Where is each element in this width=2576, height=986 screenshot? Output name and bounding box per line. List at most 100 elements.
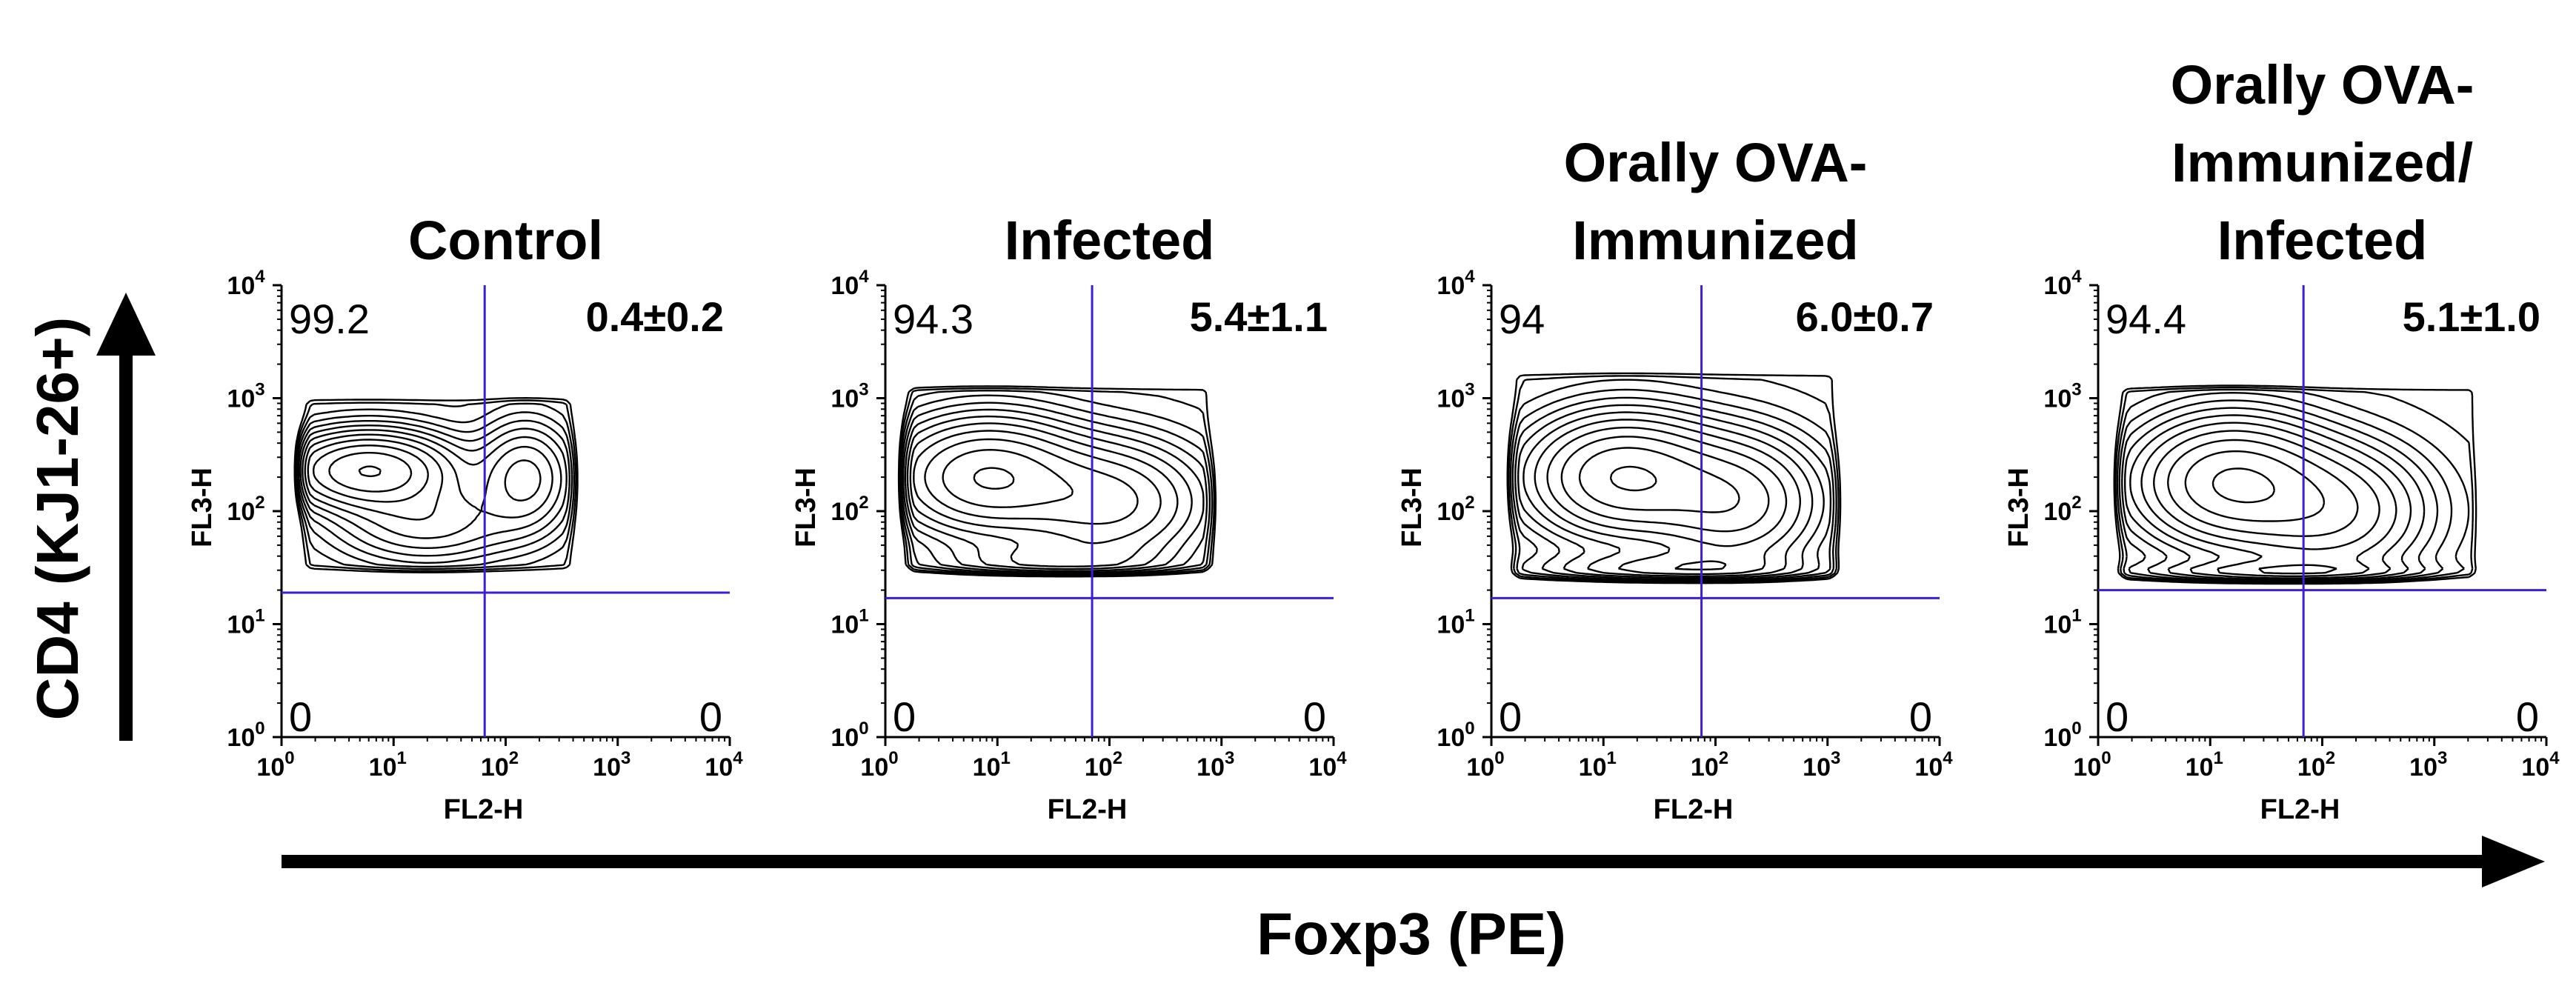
x-tick-label: 101 (369, 748, 407, 782)
y-tick-label: 103 (1437, 380, 1474, 413)
contour-level-9 (1546, 427, 1788, 570)
quadrant-upper-left: 94.4 (2106, 296, 2186, 342)
contour-level-6 (299, 424, 568, 557)
contour-level-12 (1609, 465, 1657, 492)
contour-level-1 (1506, 372, 1842, 584)
x-tick-label: 102 (1085, 748, 1122, 782)
x-axis-label: FL2-H (444, 794, 524, 825)
quadrant-upper-left: 99.2 (289, 296, 370, 342)
panel-title-line: Immunized/ (2171, 132, 2473, 193)
contour-level-5 (1514, 396, 1832, 581)
contour-level-11 (942, 449, 1074, 508)
quadrant-lower-right: 0 (1303, 693, 1326, 740)
panel-title-line: Infected (1005, 210, 1215, 271)
quadrant-upper-right: 6.0±0.7 (1796, 293, 1934, 340)
contour-level-11 (2184, 450, 2326, 522)
contour-plot (293, 397, 579, 573)
panel-title-line: Immunized (1572, 210, 1858, 271)
contour-plot (2113, 384, 2477, 585)
x-tick-label: 100 (1466, 748, 1504, 782)
contour-level-4 (901, 394, 1211, 575)
contour-level-10 (2167, 439, 2359, 537)
contour-level-7 (2129, 414, 2412, 579)
quadrant-upper-right: 0.4±0.2 (586, 293, 724, 340)
x-axis-label: FL2-H (1048, 794, 1128, 825)
contour-level-4 (296, 411, 573, 568)
y-tick-label: 104 (227, 267, 265, 300)
contour-level-2 (898, 387, 1215, 577)
quadrant-lower-right: 0 (2516, 693, 2539, 740)
panel-title-line: Orally OVA- (1564, 132, 1868, 193)
y-tick-label: 103 (2043, 380, 2081, 413)
contour-level-7 (906, 415, 1193, 570)
quadrant-lower-right: 0 (1909, 693, 1932, 740)
y-tick-label: 104 (831, 267, 869, 300)
y-axis-label: FL3-H (187, 467, 218, 547)
x-tick-label: 104 (1308, 748, 1347, 782)
contour-level-3 (1509, 379, 1837, 583)
y-tick-label: 102 (831, 493, 868, 526)
x-tick-label: 104 (2521, 748, 2560, 782)
contour-level-5 (902, 402, 1208, 574)
y-tick-label: 103 (831, 380, 868, 413)
contour-plot (1506, 372, 1842, 584)
contour-level-9 (307, 439, 542, 521)
main-y-axis: CD4 (KJ1-26+) (24, 293, 156, 741)
y-axis-label: FL3-H (2003, 467, 2034, 547)
x-tick-label: 103 (1197, 748, 1234, 782)
y-tick-label: 100 (831, 719, 868, 752)
contour-level-5 (2121, 399, 2439, 582)
contour-level-3 (295, 402, 575, 570)
main-x-arrowhead (2482, 836, 2545, 887)
contour-level-11 (1578, 447, 1740, 513)
quadrant-upper-right: 5.1±1.0 (2403, 293, 2540, 340)
main-x-label: Foxp3 (PE) (1257, 901, 1566, 967)
contour-level-4 (2118, 392, 2453, 583)
x-tick-label: 102 (2297, 748, 2335, 782)
x-tick-label: 103 (1803, 748, 1840, 782)
x-tick-label: 104 (1914, 748, 1953, 782)
contour-level-6 (1517, 404, 1825, 579)
y-tick-label: 100 (2043, 719, 2081, 752)
main-y-arrowhead (96, 293, 156, 356)
y-tick-label: 102 (1437, 493, 1474, 526)
x-tick-label: 103 (2409, 748, 2447, 782)
y-tick-label: 100 (227, 719, 264, 752)
contour-level-3 (899, 390, 1214, 576)
x-tick-label: 101 (973, 748, 1011, 782)
contour-plot (897, 385, 1217, 578)
panels: Control100100101101102102103103104104FL2… (187, 54, 2560, 825)
quadrant-upper-right: 5.4±1.1 (1190, 293, 1328, 340)
contour-level-12 (973, 467, 1015, 490)
x-tick-label: 103 (593, 748, 630, 782)
quadrant-lower-left: 0 (1499, 693, 1522, 740)
contour-level-8 (1534, 419, 1801, 576)
contour-level-6 (2124, 407, 2426, 581)
x-tick-label: 100 (256, 748, 294, 782)
panel-title-line: Control (408, 210, 603, 271)
x-tick-label: 104 (705, 748, 743, 782)
contour-level-10 (1560, 436, 1770, 533)
main-x-axis: Foxp3 (PE) (282, 836, 2545, 967)
contour-level-9 (2153, 430, 2380, 575)
contour-level-8 (304, 433, 553, 539)
contour-level-7 (302, 429, 562, 549)
contour-level-6 (904, 408, 1205, 572)
contour-level-2 (1508, 375, 1840, 584)
x-tick-label: 102 (481, 748, 519, 782)
contour-level-12 (358, 465, 382, 478)
contour-level-5 (298, 419, 570, 564)
quadrant-lower-right: 0 (699, 693, 722, 740)
main-y-label: CD4 (KJ1-26+) (24, 317, 90, 721)
y-tick-label: 101 (227, 606, 264, 639)
x-axis-label: FL2-H (2260, 794, 2340, 825)
x-tick-label: 101 (1579, 748, 1617, 782)
quadrant-lower-left: 0 (893, 693, 916, 740)
y-tick-label: 101 (831, 606, 868, 639)
quadrant-upper-left: 94 (1499, 296, 1545, 342)
y-tick-label: 101 (1437, 606, 1474, 639)
x-tick-label: 102 (1691, 748, 1728, 782)
